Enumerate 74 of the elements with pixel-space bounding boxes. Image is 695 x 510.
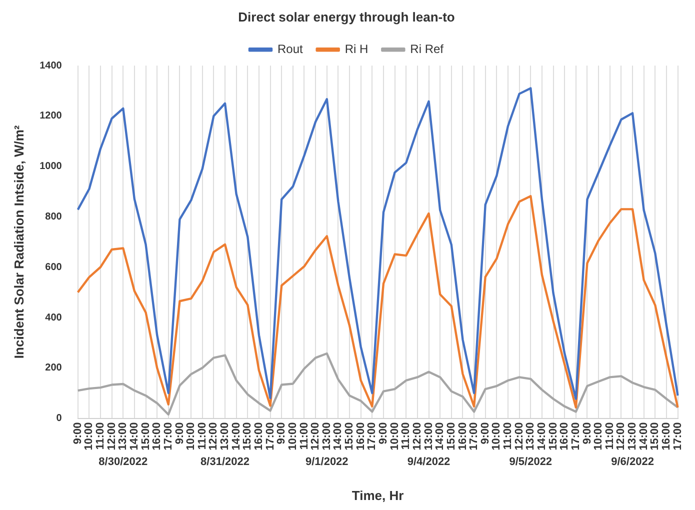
x-tick-label: 17:00	[570, 422, 582, 450]
x-tick-label: 11:00	[604, 422, 616, 450]
y-tick-label: 1200	[40, 110, 62, 122]
x-tick-label: 10:00	[388, 422, 401, 450]
x-tick-label: 16:00	[354, 422, 367, 450]
y-tick-label: 800	[45, 211, 62, 222]
y-tick-label: 0	[56, 413, 62, 424]
text: 9/4/2022	[407, 456, 450, 468]
x-tick-label: 15:00	[445, 422, 458, 450]
legend-label: Rout	[277, 42, 304, 56]
x-tick-label: 9:00	[479, 422, 492, 444]
y-tick-label: 600	[45, 262, 62, 273]
x-tick-label: 12:00	[208, 422, 220, 450]
x-tick-label: 10:00	[286, 422, 299, 450]
x-tick-label: 16:00	[660, 422, 673, 450]
x-tick-label: 11:00	[94, 422, 107, 450]
y-tick-label: 400	[45, 312, 62, 324]
x-tick-label: 14:00	[434, 422, 446, 450]
y-axis-title: Incident Solar Radiation Intside, W/m²	[11, 124, 26, 359]
x-tick-label: 11:00	[400, 422, 412, 450]
x-tick-label: 12:00	[310, 422, 322, 450]
text: 9/5/2022	[509, 456, 552, 468]
x-tick-label: 10:00	[592, 422, 605, 450]
x-tick-label: 12:00	[411, 422, 424, 450]
x-tick-label: 11:00	[196, 422, 208, 450]
x-tick-label: 17:00	[162, 422, 174, 450]
x-tick-label: 17:00	[264, 422, 276, 450]
legend-label: Ri Ref	[410, 42, 444, 56]
x-tick-label: 15:00	[344, 422, 356, 450]
legend-label: Ri H	[344, 42, 368, 56]
x-tick-label: 13:00	[219, 422, 232, 450]
x-tick-label: 13:00	[626, 422, 639, 450]
x-tick-label: 13:00	[117, 422, 130, 450]
x-tick-label: 10:00	[490, 422, 503, 450]
text: 9/1/2022	[305, 456, 348, 468]
x-tick-label: 10:00	[83, 422, 96, 450]
x-tick-label: 14:00	[536, 422, 548, 450]
x-tick-label: 16:00	[252, 422, 265, 450]
x-tick-label: 13:00	[320, 422, 333, 450]
x-tick-label: 15:00	[547, 422, 560, 450]
x-tick-label: 16:00	[456, 422, 469, 450]
x-tick-label: 9:00	[581, 422, 594, 444]
x-tick-label: 10:00	[185, 422, 198, 450]
y-tick-label: 1000	[40, 161, 62, 172]
x-tick-label: 13:00	[524, 422, 537, 450]
y-tick-label: 1400	[40, 60, 62, 72]
text: 8/30/2022	[98, 456, 148, 468]
x-tick-label: 17:00	[468, 422, 480, 450]
x-tick-label: 14:00	[230, 422, 242, 450]
x-tick-label: 15:00	[242, 422, 254, 450]
y-tick-label: 200	[45, 362, 62, 374]
x-tick-label: 17:00	[672, 422, 684, 450]
x-tick-label: 16:00	[558, 422, 571, 450]
x-tick-label: 12:00	[513, 422, 526, 450]
x-tick-label: 17:00	[366, 422, 378, 450]
x-tick-label: 12:00	[615, 422, 628, 450]
x-tick-label: 16:00	[151, 422, 164, 450]
x-tick-label: 9:00	[378, 422, 390, 444]
x-tick-label: 14:00	[638, 422, 650, 450]
x-tick-label: 9:00	[72, 422, 84, 444]
x-tick-label: 11:00	[502, 422, 514, 450]
x-tick-label: 14:00	[332, 422, 344, 450]
x-tick-label: 15:00	[649, 422, 662, 450]
x-tick-label: 9:00	[276, 422, 288, 444]
x-tick-label: 14:00	[128, 422, 140, 450]
x-tick-label: 9:00	[174, 422, 186, 444]
text: 9/6/2022	[611, 456, 654, 468]
x-axis-title: Time, Hr	[352, 488, 404, 503]
x-tick-label: 12:00	[106, 422, 118, 450]
x-tick-label: 13:00	[422, 422, 435, 450]
text: 8/31/2022	[200, 456, 250, 468]
chart-title: Direct solar energy through lean-to	[238, 9, 455, 24]
x-tick-label: 15:00	[140, 422, 152, 450]
x-tick-label: 11:00	[298, 422, 310, 450]
